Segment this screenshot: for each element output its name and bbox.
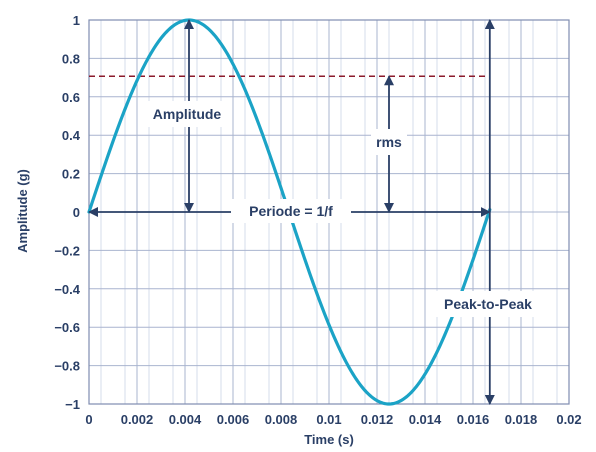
x-tick-label: 0.002 bbox=[121, 412, 154, 427]
x-tick-label: 0.004 bbox=[169, 412, 202, 427]
amplitude-label-bg bbox=[144, 101, 230, 127]
y-tick-label: −1 bbox=[65, 397, 80, 412]
x-tick-label: 0.012 bbox=[361, 412, 394, 427]
amplitude-label: Amplitude bbox=[153, 106, 222, 122]
x-tick-label: 0.008 bbox=[265, 412, 298, 427]
rms-label: rms bbox=[376, 134, 402, 150]
x-tick-label: 0.018 bbox=[505, 412, 538, 427]
peak-to-peak-label-bg bbox=[432, 291, 544, 317]
y-tick-label: −0.4 bbox=[54, 282, 80, 297]
period-label-bg bbox=[231, 199, 351, 223]
y-tick-label: 1 bbox=[73, 13, 80, 28]
y-tick-label: 0.8 bbox=[62, 51, 80, 66]
x-axis-title: Time (s) bbox=[304, 432, 354, 447]
annotation-labels: Amplitude rms Periode = 1/f Peak-to-Peak bbox=[144, 101, 544, 317]
x-tick-label: 0.01 bbox=[316, 412, 341, 427]
x-tick-label: 0.006 bbox=[217, 412, 250, 427]
x-tick-label: 0 bbox=[85, 412, 92, 427]
y-tick-label: −0.6 bbox=[54, 320, 80, 335]
x-tick-label: 0.016 bbox=[457, 412, 490, 427]
y-tick-label: −0.2 bbox=[54, 243, 80, 258]
tick-labels: 0 0.002 0.004 0.006 0.008 0.01 0.012 0.014 0.016… bbox=[54, 13, 581, 427]
y-tick-label: 0.2 bbox=[62, 167, 80, 182]
period-label: Periode = 1/f bbox=[249, 203, 333, 219]
y-tick-label: −0.8 bbox=[54, 359, 80, 374]
x-tick-label: 0.02 bbox=[556, 412, 581, 427]
peak-to-peak-label: Peak-to-Peak bbox=[444, 296, 532, 312]
y-axis-title: Amplitude (g) bbox=[15, 169, 30, 253]
x-tick-label: 0.014 bbox=[409, 412, 442, 427]
rms-label-bg bbox=[371, 129, 407, 155]
y-tick-label: 0.4 bbox=[62, 128, 81, 143]
y-tick-label: 0 bbox=[73, 205, 80, 220]
y-tick-label: 0.6 bbox=[62, 90, 80, 105]
